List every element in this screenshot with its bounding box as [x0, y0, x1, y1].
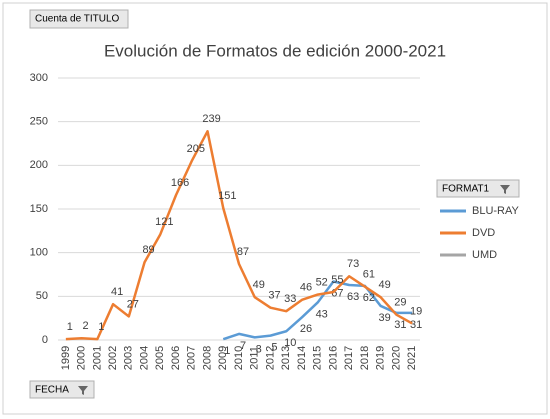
- x-tick-label: 2015: [312, 346, 324, 370]
- data-label: 39: [379, 312, 391, 324]
- data-label: 151: [218, 190, 236, 202]
- data-label: 166: [171, 177, 189, 189]
- x-tick-label: 2011: [249, 346, 261, 370]
- chart-title: Evolución de Formatos de edición 2000-20…: [104, 41, 446, 60]
- data-label: 62: [363, 292, 375, 304]
- x-tick-label: 2006: [170, 346, 182, 370]
- legend-label: BLU-RAY: [472, 205, 520, 217]
- data-label: 1: [98, 321, 104, 333]
- y-tick-label: 250: [30, 116, 48, 128]
- x-tick-label: 2001: [91, 346, 103, 370]
- data-label: 89: [142, 244, 154, 256]
- data-label: 5: [271, 342, 277, 354]
- series-line: [65, 130, 413, 341]
- data-label: 52: [316, 276, 328, 288]
- legend-label: DVD: [472, 227, 495, 239]
- data-label: 37: [268, 290, 280, 302]
- data-label: 31: [394, 319, 406, 331]
- data-label: 63: [347, 291, 359, 303]
- legend-button[interactable]: [436, 179, 520, 198]
- x-tick-label: 2021: [406, 346, 418, 370]
- axis-button[interactable]: [29, 380, 95, 399]
- legend-button-label[interactable]: FORMAT1: [442, 184, 489, 195]
- x-tick-label: 2003: [123, 346, 135, 370]
- data-label: 61: [363, 269, 375, 281]
- x-tick-label: 2009: [217, 346, 229, 370]
- data-label: 55: [331, 274, 343, 286]
- x-tick-label: 2010: [233, 346, 245, 370]
- data-label: 26: [300, 323, 312, 335]
- values-button-label[interactable]: Cuenta de TITULO: [35, 14, 120, 25]
- x-tick-label: 2007: [186, 346, 198, 370]
- x-tick-label: 2004: [138, 346, 150, 370]
- data-label: 46: [300, 282, 312, 294]
- data-label: 49: [379, 279, 391, 291]
- filter-icon[interactable]: [78, 386, 88, 395]
- data-label: 10: [284, 337, 296, 349]
- data-label: 43: [316, 308, 328, 320]
- x-tick-label: 2005: [154, 346, 166, 370]
- x-tick-label: 2000: [76, 346, 88, 370]
- data-label: 1: [67, 321, 73, 333]
- x-tick-label: 2017: [343, 346, 355, 370]
- x-tick-label: 1999: [60, 346, 72, 370]
- data-label: 239: [202, 113, 220, 125]
- data-label: 7: [240, 340, 246, 352]
- y-tick-label: 300: [30, 72, 48, 84]
- x-tick-label: 2020: [390, 346, 402, 370]
- filter-icon[interactable]: [500, 185, 510, 194]
- values-button[interactable]: [29, 9, 129, 29]
- data-label: 31: [410, 319, 422, 331]
- data-label: 73: [347, 258, 359, 270]
- axis-button-label[interactable]: FECHA: [35, 385, 69, 396]
- data-label: 205: [187, 143, 205, 155]
- series-line: [222, 280, 413, 341]
- data-label: 121: [155, 216, 173, 228]
- y-tick-label: 50: [36, 290, 48, 302]
- data-label: 49: [253, 279, 265, 291]
- data-label: 1: [224, 345, 230, 357]
- data-label: 19: [410, 305, 422, 317]
- x-tick-label: 2002: [107, 346, 119, 370]
- x-tick-label: 2008: [201, 346, 213, 370]
- data-label: 33: [284, 293, 296, 305]
- data-label: 41: [111, 286, 123, 298]
- y-tick-label: 100: [30, 247, 48, 259]
- x-tick-label: 2019: [375, 346, 387, 370]
- x-tick-label: 2013: [280, 346, 292, 370]
- legend-label: UMD: [472, 249, 497, 261]
- x-tick-label: 2018: [359, 346, 371, 370]
- y-tick-label: 150: [30, 203, 48, 215]
- y-tick-label: 200: [30, 159, 48, 171]
- x-tick-label: 2012: [264, 346, 276, 370]
- data-label: 2: [83, 320, 89, 332]
- data-label: 27: [127, 298, 139, 310]
- data-label: 87: [237, 246, 249, 258]
- x-tick-label: 2016: [327, 346, 339, 370]
- data-label: 3: [256, 343, 262, 355]
- y-tick-label: 0: [42, 334, 48, 346]
- x-tick-label: 2014: [296, 346, 308, 370]
- data-label: 29: [394, 297, 406, 309]
